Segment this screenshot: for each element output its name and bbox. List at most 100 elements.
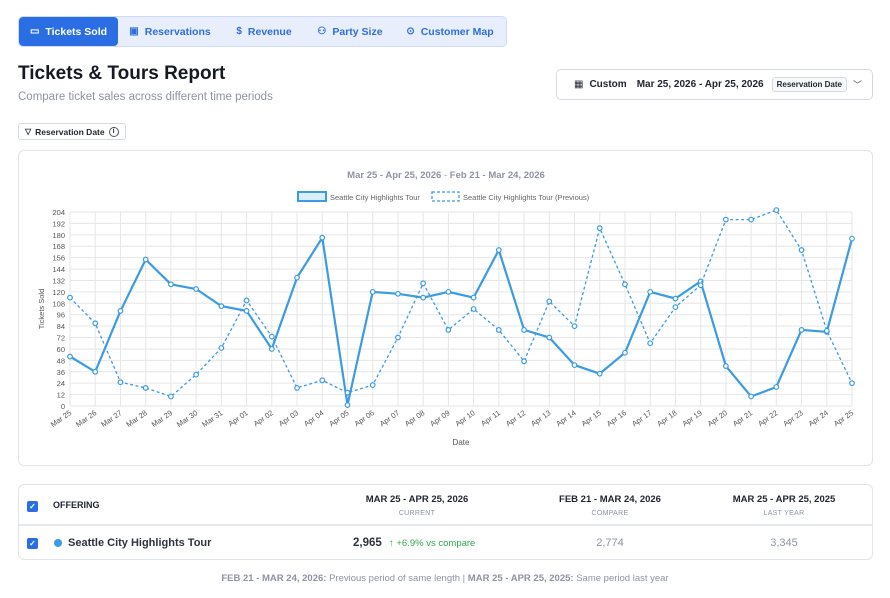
y-tick-label: 144 — [52, 265, 65, 274]
select-all-checkbox[interactable]: ✓ — [27, 501, 38, 512]
x-tick-label: Mar 27 — [99, 408, 123, 429]
y-tick-label: 120 — [52, 288, 65, 297]
x-tick-label: Mar 25 — [49, 408, 73, 429]
data-point-current — [294, 274, 300, 281]
offering-table: ✓ OFFERING MAR 25 - APR 25, 2026 CURRENT… — [18, 484, 873, 560]
offering-header: OFFERING — [53, 500, 100, 510]
series-color-dot — [54, 539, 62, 547]
x-tick-label: Apr 06 — [353, 408, 376, 428]
data-point-current — [344, 402, 351, 408]
tab-tickets-sold[interactable]: ▭ Tickets Sold — [19, 17, 118, 46]
y-tick-label: 60 — [57, 345, 65, 354]
x-tick-label: Apr 13 — [529, 408, 552, 428]
x-tick-label: Mar 29 — [150, 408, 174, 429]
y-tick-label: 168 — [52, 242, 65, 251]
footer-compare-text: Previous period of same length | — [326, 573, 468, 584]
tab-party-size[interactable]: ⚇ Party Size — [306, 17, 394, 46]
data-point-current — [117, 308, 124, 314]
data-point-current — [445, 288, 452, 295]
legend-label-current: Seattle City Highlights Tour — [330, 193, 420, 202]
x-tick-label: Mar 26 — [74, 408, 98, 429]
x-tick-label: Apr 01 — [226, 408, 249, 428]
date-basis-badge: Reservation Date — [771, 77, 847, 92]
legend-swatch-previous — [431, 191, 460, 202]
x-tick-label: Apr 08 — [403, 408, 426, 428]
x-tick-label: Apr 21 — [731, 408, 754, 428]
calendar-icon: ▦ — [574, 79, 584, 90]
x-tick-label: Mar 31 — [200, 408, 224, 429]
data-point-previous — [243, 297, 250, 304]
y-tick-label: 36 — [57, 368, 65, 377]
x-tick-label: Apr 16 — [605, 408, 628, 428]
x-tick-label: Apr 03 — [277, 408, 300, 428]
tab-revenue[interactable]: $ Revenue — [222, 17, 306, 46]
data-point-previous — [773, 207, 780, 213]
last-year-label: LAST YEAR — [763, 510, 805, 517]
data-point-previous — [369, 382, 376, 388]
y-tick-label: 48 — [57, 356, 65, 365]
offering-name: Seattle City Highlights Tour — [68, 537, 212, 549]
row-checkbox[interactable]: ✓ — [27, 538, 38, 549]
last-year-column-header: MAR 25 - APR 25, 2025 LAST YEAR — [699, 494, 869, 517]
y-tick-label: 0 — [61, 402, 65, 411]
x-tick-label: Apr 15 — [580, 408, 603, 428]
change-badge: ↑ +6.9% vs compare — [389, 538, 476, 549]
filter-chip[interactable]: ▽ Reservation Date i — [18, 123, 126, 140]
data-point-previous — [672, 304, 679, 310]
data-point-current — [849, 235, 855, 242]
y-tick-label: 192 — [52, 219, 65, 228]
y-tick-label: 156 — [52, 254, 65, 263]
data-point-current — [193, 286, 200, 292]
tab-label: Party Size — [332, 25, 383, 38]
tab-reservations[interactable]: ▣ Reservations — [118, 17, 222, 46]
x-tick-label: Apr 05 — [327, 408, 350, 428]
data-point-previous — [596, 225, 603, 232]
y-tick-label: 204 — [52, 208, 65, 217]
data-point-current — [67, 353, 73, 360]
date-range-picker[interactable]: ▦ Custom Mar 25, 2026 - Apr 25, 2026 Res… — [556, 69, 873, 100]
compare-column-header: FEB 21 - MAR 24, 2026 COMPARE — [525, 494, 695, 517]
data-point-previous — [92, 320, 99, 327]
data-point-previous — [218, 345, 225, 351]
data-point-current — [647, 288, 654, 295]
calendar-icon: ▣ — [129, 26, 139, 37]
data-point-previous — [344, 389, 351, 396]
data-point-current — [622, 349, 628, 356]
data-point-current — [218, 303, 225, 310]
y-tick-label: 24 — [57, 379, 65, 388]
y-tick-label: 180 — [52, 231, 65, 240]
data-point-previous — [571, 323, 578, 330]
data-point-current — [798, 327, 805, 333]
data-point-current — [168, 281, 174, 288]
x-tick-label: Apr 23 — [781, 408, 804, 428]
filter-icon: ▽ — [25, 127, 32, 136]
data-point-current — [268, 346, 275, 352]
y-tick-label: 12 — [57, 391, 65, 400]
last-year-value: 3,345 — [770, 537, 798, 549]
tab-customer-map[interactable]: ⊙ Customer Map — [394, 17, 506, 46]
data-point-previous — [823, 327, 830, 334]
current-label: CURRENT — [398, 510, 436, 517]
chevron-down-icon: ﹀ — [852, 80, 862, 90]
data-point-previous — [722, 216, 729, 223]
data-point-current — [369, 288, 376, 295]
x-tick-label: Apr 04 — [302, 408, 325, 428]
data-point-current — [722, 363, 729, 369]
data-point-previous — [395, 334, 401, 341]
data-point-previous — [470, 306, 477, 312]
series-line-previous — [69, 209, 853, 398]
info-icon[interactable]: i — [108, 126, 119, 137]
y-tick-label: 132 — [52, 276, 65, 285]
data-point-current — [571, 362, 578, 369]
table-header: ✓ OFFERING MAR 25 - APR 25, 2026 CURRENT… — [19, 485, 872, 526]
data-point-previous — [546, 298, 553, 305]
report-tabs: ▭ Tickets Sold ▣ Reservations $ Revenue … — [18, 16, 507, 47]
y-tick-label: 84 — [57, 322, 65, 331]
x-axis-label: Date — [453, 438, 470, 447]
footer-lastyear-text: Same period last year — [573, 573, 669, 584]
data-point-previous — [647, 340, 654, 347]
x-tick-label: Apr 12 — [504, 408, 527, 428]
legend-swatch-current — [297, 191, 327, 202]
x-tick-label: Mar 30 — [175, 408, 199, 429]
tab-label: Revenue — [247, 25, 292, 38]
